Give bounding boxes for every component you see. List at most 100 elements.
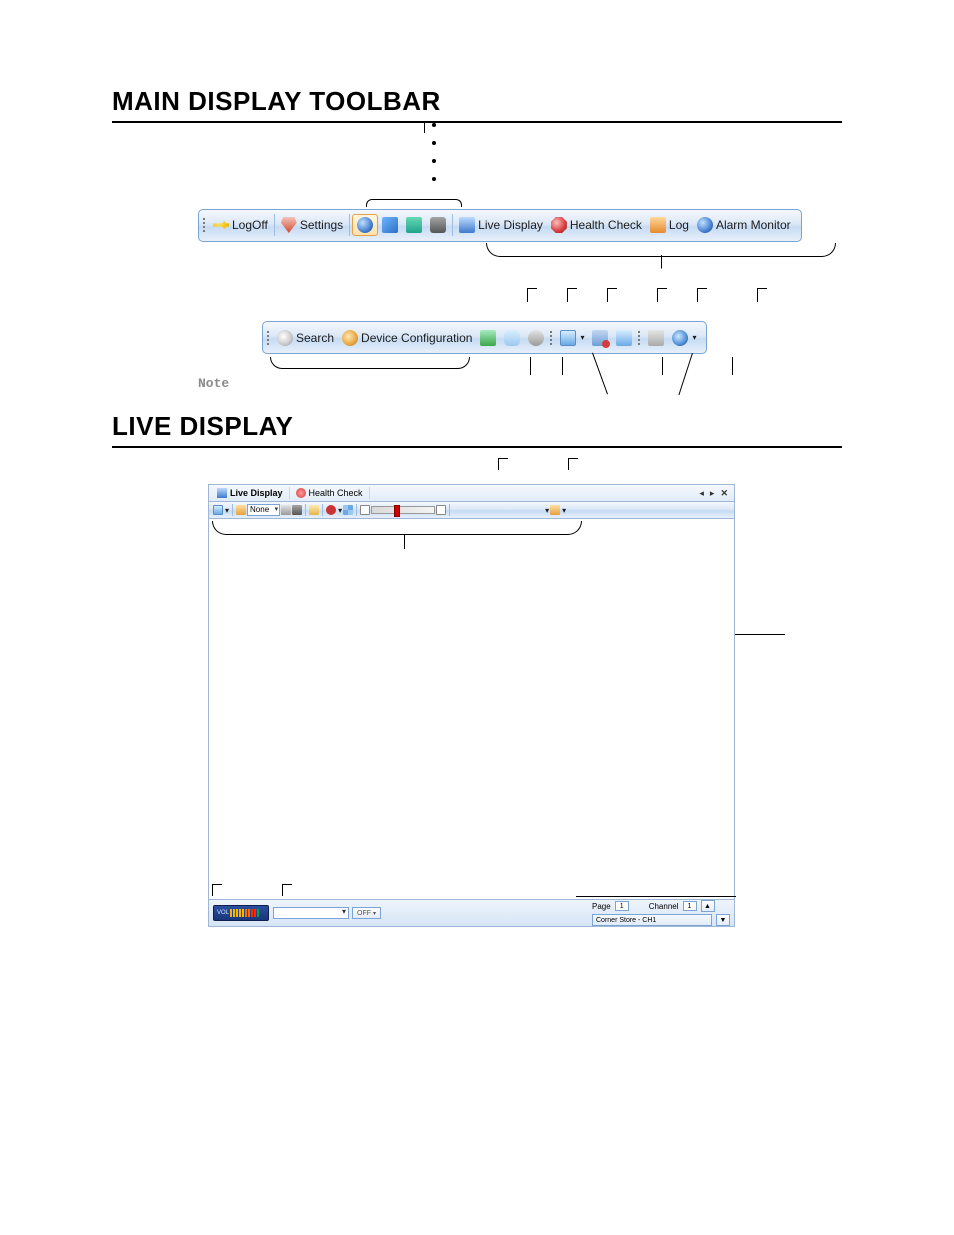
rec-icon[interactable] <box>326 505 336 515</box>
tool-icon3-button[interactable] <box>402 215 426 235</box>
separator-icon <box>349 214 350 236</box>
globe-icon <box>357 217 373 233</box>
annotation-brace-icon-group <box>366 199 462 207</box>
dropdown-icon: ▾ <box>225 506 229 515</box>
folder-icon[interactable] <box>309 505 319 515</box>
search-button[interactable]: Search <box>273 328 338 348</box>
print-icon[interactable] <box>281 505 291 515</box>
annotation-ticks-bottom <box>366 240 656 260</box>
tool-icon[interactable] <box>236 505 246 515</box>
separator-icon <box>449 504 450 516</box>
dropdown-icon[interactable]: ▾ <box>562 506 566 515</box>
dropdown-icon[interactable]: ▾ <box>545 506 549 515</box>
alarm-monitor-button[interactable]: Alarm Monitor <box>693 215 795 235</box>
dropdown-icon: ▾ <box>692 333 696 342</box>
alarm-icon <box>697 217 713 233</box>
delete-icon <box>592 330 608 346</box>
app-tab-strip: Live Display Health Check ◂ ▸ ✕ <box>208 484 735 501</box>
page-label: Page <box>592 902 611 911</box>
link-button[interactable] <box>644 328 668 348</box>
health-check-label: Health Check <box>570 218 642 232</box>
window-controls: ◂ ▸ ✕ <box>699 488 732 499</box>
channel-readout: Corner Store - CH1 <box>592 914 712 926</box>
slider[interactable] <box>371 506 435 514</box>
doc-icon <box>616 330 632 346</box>
tab-health-check-label: Health Check <box>309 488 363 498</box>
separator-icon <box>452 214 453 236</box>
disk-button[interactable] <box>524 328 548 348</box>
camera-icon <box>430 217 446 233</box>
slider-thumb-icon <box>394 505 400 517</box>
tool-icon4-button[interactable] <box>426 215 450 235</box>
volume-meter: VOL <box>213 905 269 921</box>
delete-button[interactable] <box>588 328 612 348</box>
toolbar-grip-icon <box>550 331 552 345</box>
disk-icon <box>528 330 544 346</box>
page-value[interactable]: 1 <box>615 901 629 911</box>
logoff-label: LogOff <box>232 218 268 232</box>
settings-label: Settings <box>300 218 343 232</box>
cloud-button[interactable] <box>500 328 524 348</box>
toolbar-grip-icon <box>267 331 269 345</box>
live-display-viewport <box>208 519 735 899</box>
device-config-button[interactable]: Device Configuration <box>338 328 476 348</box>
dropdown-icon: ▾ <box>338 506 342 515</box>
tool-icon1-button[interactable] <box>352 214 378 236</box>
close-button[interactable]: ✕ <box>720 488 728 499</box>
logoff-button[interactable]: LogOff <box>209 215 272 235</box>
alert-icon[interactable] <box>550 505 560 515</box>
health-check-button[interactable]: Health Check <box>547 215 646 235</box>
play-icon <box>480 330 496 346</box>
live-display-label: Live Display <box>478 218 543 232</box>
footer-right: Page 1 Channel 1 ▲ Corner Store - CH1 ▼ <box>592 900 730 926</box>
channel-value[interactable]: 1 <box>683 901 697 911</box>
tab-health-check[interactable]: Health Check <box>290 487 370 499</box>
down-button[interactable]: ▼ <box>716 914 730 926</box>
cloud-icon <box>504 330 520 346</box>
refresh-icon <box>672 330 688 346</box>
layout-button[interactable]: ▾ <box>556 328 588 348</box>
up-button[interactable]: ▲ <box>701 900 715 912</box>
annotation-ticks-top <box>376 121 472 207</box>
annotation-line-right <box>735 634 785 635</box>
combo-none[interactable]: None <box>247 504 280 516</box>
dropdown-icon: ▾ <box>580 333 584 342</box>
next-button[interactable]: ▸ <box>710 488 715 499</box>
section-title-main-toolbar: MAIN DISPLAY TOOLBAR <box>112 86 842 123</box>
toolbar-primary-container: LogOff Settings Liv <box>198 207 842 242</box>
monitor-icon <box>459 217 475 233</box>
off-button[interactable]: OFF▾ <box>352 907 381 919</box>
device-config-label: Device Configuration <box>361 331 472 345</box>
refresh-button[interactable]: ▾ <box>668 328 700 348</box>
box-icon <box>406 217 422 233</box>
doc-button[interactable] <box>612 328 636 348</box>
live-display-button[interactable]: Live Display <box>455 215 547 235</box>
volume-label: VOL <box>217 910 229 916</box>
play-button[interactable] <box>476 328 500 348</box>
prev-button[interactable]: ◂ <box>699 488 704 499</box>
separator-icon <box>232 504 233 516</box>
document-page: MAIN DISPLAY TOOLBAR LogOff Settings <box>0 0 954 967</box>
footer-combo[interactable] <box>273 907 349 919</box>
monitor-icon <box>217 488 227 498</box>
windows-icon <box>382 217 398 233</box>
plus-icon[interactable] <box>436 505 446 515</box>
camera-icon[interactable] <box>292 505 302 515</box>
toolbar-secondary: Search Device Configuration ▾ <box>262 321 707 354</box>
toolbar-secondary-container: Search Device Configuration ▾ <box>262 320 842 355</box>
health-icon <box>551 217 567 233</box>
separator-icon <box>305 504 306 516</box>
health-icon <box>296 488 306 498</box>
section-title-live-display: LIVE DISPLAY <box>112 411 842 448</box>
grid-icon[interactable] <box>213 505 223 515</box>
settings-button[interactable]: Settings <box>277 215 347 235</box>
log-button[interactable]: Log <box>646 215 693 235</box>
minus-icon[interactable] <box>360 505 370 515</box>
tab-live-display[interactable]: Live Display <box>211 487 290 499</box>
note-label: Note <box>198 376 842 391</box>
search-icon <box>277 330 293 346</box>
toolbar-grip-icon <box>638 331 640 345</box>
tab-live-display-label: Live Display <box>230 488 283 498</box>
grid4-icon[interactable] <box>343 505 353 515</box>
tool-icon2-button[interactable] <box>378 215 402 235</box>
